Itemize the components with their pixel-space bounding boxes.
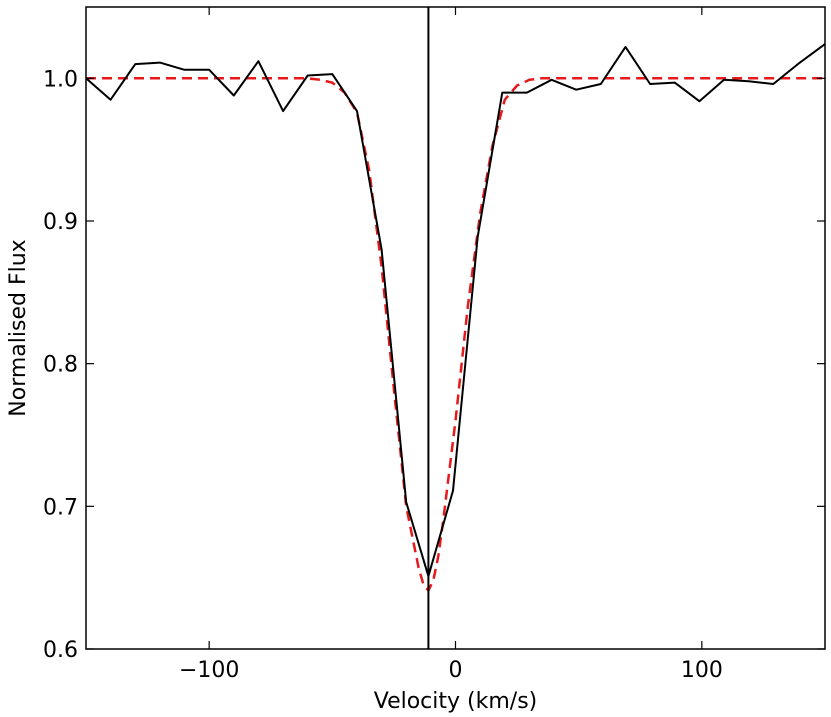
- y-tick-label: 0.8: [43, 353, 78, 378]
- y-axis-label: Normalised Flux: [6, 239, 31, 416]
- y-tick-label: 1.0: [43, 67, 78, 92]
- y-tick-label: 0.7: [43, 495, 78, 520]
- y-tick-label: 0.9: [43, 210, 78, 235]
- x-tick-label: 0: [449, 658, 463, 683]
- series-layer: [85, 7, 826, 649]
- x-tick-label: 100: [681, 658, 723, 683]
- model-fit-line: [86, 77, 825, 592]
- x-axis-label: Velocity (km/s): [374, 689, 538, 714]
- plot-frame: [85, 6, 826, 650]
- y-tick-label: 0.6: [43, 638, 78, 663]
- x-tick-label: −100: [179, 658, 239, 683]
- ticks-layer: −100 0 100 0.6 0.7 0.8 0.9 1.0: [43, 7, 825, 683]
- observed-flux-line: [85, 43, 826, 578]
